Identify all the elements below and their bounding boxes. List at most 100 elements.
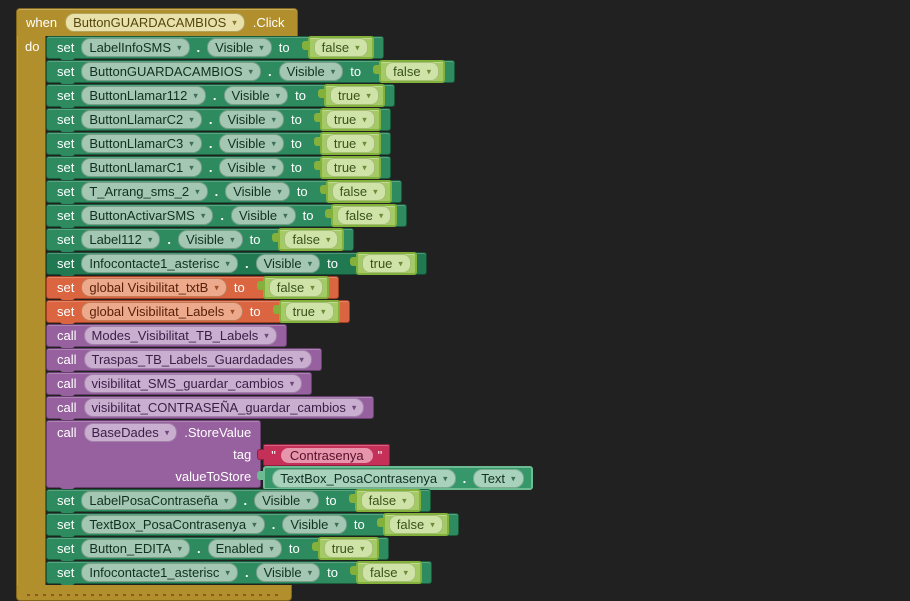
property-dropdown[interactable]: Visible ▾: [219, 134, 285, 153]
logic-value-dropdown[interactable]: true ▾: [284, 302, 334, 321]
property-dropdown[interactable]: Enabled ▾: [207, 539, 282, 558]
property-dropdown[interactable]: Visible ▾: [219, 110, 285, 129]
logic-value-dropdown-label: false: [276, 280, 305, 295]
component-dropdown[interactable]: TextBox_PosaContrasenya ▾: [81, 515, 265, 534]
set-property-row[interactable]: set Label112 ▾. Visible ▾ to false ▾: [46, 228, 355, 252]
logic-false-block[interactable]: false ▾: [373, 60, 446, 83]
logic-value-dropdown[interactable]: false ▾: [284, 230, 339, 249]
set-property-row[interactable]: set ButtonLlamarC2 ▾. Visible ▾ to true ▾: [46, 108, 391, 132]
logic-value-dropdown[interactable]: false ▾: [331, 182, 386, 201]
text-string-block[interactable]: " Contrasenya ": [257, 444, 391, 466]
logic-false-block[interactable]: false ▾: [272, 228, 345, 251]
logic-true-block[interactable]: true ▾: [313, 132, 381, 155]
set-property-row[interactable]: set Infocontacte1_asterisc ▾. Visible ▾ to tru…: [46, 252, 427, 276]
component-dropdown[interactable]: Infocontacte1_asterisc ▾: [81, 563, 238, 582]
property-dropdown[interactable]: Visible ▾: [231, 206, 296, 225]
logic-false-block[interactable]: false ▾: [348, 489, 421, 512]
logic-true-block[interactable]: true ▾: [272, 300, 340, 323]
component-dropdown-label: ButtonLlamarC1: [89, 160, 184, 175]
set-property-row[interactable]: set TextBox_PosaContrasenya ▾. Visible ▾ to fa…: [46, 513, 459, 537]
component-dropdown[interactable]: ButtonLlamar112 ▾: [81, 86, 206, 105]
set-variable-row[interactable]: set global Visibilitat_txtB ▾ to false ▾: [46, 276, 339, 300]
set-property-row[interactable]: set Infocontacte1_asterisc ▾. Visible ▾ to fal…: [46, 561, 433, 585]
property-dropdown[interactable]: Visible ▾: [219, 158, 285, 177]
when-click-event-block[interactable]: when ButtonGUARDACAMBIOS ▾ .Click do set…: [16, 8, 533, 601]
component-dropdown[interactable]: ButtonLlamarC1 ▾: [81, 158, 202, 177]
logic-true-block[interactable]: true ▾: [317, 84, 385, 107]
logic-value-dropdown[interactable]: false ▾: [313, 38, 368, 57]
event-component-dropdown[interactable]: ButtonGUARDACAMBIOS ▾: [65, 13, 245, 32]
component-dropdown[interactable]: T_Arrang_sms_2 ▾: [81, 182, 208, 201]
logic-value-dropdown[interactable]: false ▾: [337, 206, 392, 225]
component-dropdown[interactable]: Infocontacte1_asterisc ▾: [81, 254, 238, 273]
variable-dropdown[interactable]: global Visibilitat_txtB ▾: [81, 278, 227, 297]
property-dropdown[interactable]: Visible ▾: [178, 230, 243, 249]
logic-true-block[interactable]: true ▾: [313, 108, 381, 131]
call-procedure-row[interactable]: call Traspas_TB_Labels_Guardadades ▾: [46, 348, 322, 372]
logic-true-block[interactable]: true ▾: [311, 537, 379, 560]
logic-false-block[interactable]: false ▾: [319, 180, 392, 203]
component-dropdown[interactable]: ButtonLlamarC3 ▾: [81, 134, 202, 153]
logic-value-dropdown[interactable]: false ▾: [360, 491, 415, 510]
logic-false-block[interactable]: false ▾: [301, 36, 374, 59]
logic-false-block[interactable]: false ▾: [376, 513, 449, 536]
variable-dropdown[interactable]: global Visibilitat_Labels ▾: [81, 302, 243, 321]
property-dropdown[interactable]: Visible ▾: [223, 86, 289, 105]
component-dropdown[interactable]: Button_EDITA ▾: [81, 539, 191, 558]
property-dropdown[interactable]: Text ▾: [473, 468, 524, 488]
chevron-down-icon: ▾: [289, 378, 295, 389]
logic-value-dropdown[interactable]: true ▾: [362, 254, 411, 273]
set-property-row[interactable]: set ButtonActivarSMS ▾. Visible ▾ to false ▾: [46, 204, 408, 228]
logic-value-dropdown[interactable]: true ▾: [323, 539, 373, 558]
component-dropdown[interactable]: LabelInfoSMS ▾: [81, 38, 190, 57]
property-dropdown[interactable]: Visible ▾: [207, 38, 272, 57]
logic-value-dropdown[interactable]: false ▾: [268, 278, 323, 297]
component-dropdown[interactable]: LabelPosaContraseña ▾: [81, 491, 237, 510]
event-header[interactable]: when ButtonGUARDACAMBIOS ▾ .Click: [16, 8, 298, 36]
logic-value-dropdown[interactable]: false ▾: [388, 515, 443, 534]
component-dropdown[interactable]: BaseDades ▾: [83, 422, 178, 442]
logic-false-block[interactable]: false ▾: [350, 561, 423, 584]
component-dropdown[interactable]: Label112 ▾: [81, 230, 161, 249]
logic-value-dropdown[interactable]: true ▾: [329, 86, 379, 105]
call-procedure-row[interactable]: call visibilitat_CONTRASEÑA_guardar_cambi…: [46, 396, 375, 420]
component-dropdown[interactable]: ButtonActivarSMS ▾: [81, 206, 214, 225]
procedure-dropdown[interactable]: Modes_Visibilitat_TB_Labels ▾: [83, 326, 277, 345]
property-dropdown[interactable]: Visible ▾: [254, 491, 319, 510]
property-dropdown-label: Visible: [227, 112, 266, 127]
set-property-row[interactable]: set LabelPosaContraseña ▾. Visible ▾ to false ▾: [46, 489, 431, 513]
set-property-row[interactable]: set Button_EDITA ▾. Enabled ▾ to true ▾: [46, 537, 389, 561]
property-getter-block[interactable]: TextBox_PosaContrasenya ▾. Text ▾: [257, 466, 533, 490]
logic-false-block[interactable]: false ▾: [325, 204, 398, 227]
procedure-dropdown[interactable]: visibilitat_CONTRASEÑA_guardar_cambios ▾: [83, 398, 365, 417]
logic-false-block[interactable]: false ▾: [256, 276, 329, 299]
set-property-row[interactable]: set ButtonLlamar112 ▾. Visible ▾ to true ▾: [46, 84, 395, 108]
component-dropdown[interactable]: TextBox_PosaContrasenya ▾: [272, 468, 456, 488]
set-property-row[interactable]: set LabelInfoSMS ▾. Visible ▾ to false ▾: [46, 36, 384, 60]
logic-value-dropdown[interactable]: true ▾: [325, 110, 375, 129]
property-dropdown[interactable]: Visible ▾: [225, 182, 290, 201]
set-property-row[interactable]: set T_Arrang_sms_2 ▾. Visible ▾ to false ▾: [46, 180, 402, 204]
logic-value-dropdown[interactable]: true ▾: [325, 158, 375, 177]
procedure-dropdown[interactable]: visibilitat_SMS_guardar_cambios ▾: [83, 374, 303, 393]
logic-value-dropdown[interactable]: true ▾: [325, 134, 375, 153]
set-property-row[interactable]: set ButtonLlamarC3 ▾. Visible ▾ to true ▾: [46, 132, 391, 156]
component-dropdown[interactable]: ButtonLlamarC2 ▾: [81, 110, 202, 129]
call-procedure-row[interactable]: call Modes_Visibilitat_TB_Labels ▾: [46, 324, 287, 348]
logic-value-dropdown[interactable]: false ▾: [362, 563, 417, 582]
set-property-row[interactable]: set ButtonLlamarC1 ▾. Visible ▾ to true ▾: [46, 156, 391, 180]
property-dropdown[interactable]: Visible ▾: [255, 563, 321, 582]
logic-true-block[interactable]: true ▾: [350, 252, 417, 275]
component-dropdown[interactable]: ButtonGUARDACAMBIOS ▾: [81, 62, 262, 81]
logic-true-block[interactable]: true ▾: [313, 156, 381, 179]
set-property-row[interactable]: set ButtonGUARDACAMBIOS ▾. Visible ▾ to false ▾: [46, 60, 456, 84]
procedure-dropdown[interactable]: Traspas_TB_Labels_Guardadades ▾: [83, 350, 312, 369]
property-dropdown[interactable]: Visible ▾: [282, 515, 347, 534]
call-procedure-row[interactable]: call visibilitat_SMS_guardar_cambios ▾: [46, 372, 313, 396]
logic-value-dropdown[interactable]: false ▾: [385, 62, 440, 81]
set-variable-row[interactable]: set global Visibilitat_Labels ▾ to true ▾: [46, 300, 350, 324]
property-dropdown[interactable]: Visible ▾: [255, 254, 321, 273]
property-dropdown[interactable]: Visible ▾: [278, 62, 344, 81]
call-method-block[interactable]: call BaseDades ▾ .StoreValue tag " Contrasenya…: [46, 420, 533, 490]
